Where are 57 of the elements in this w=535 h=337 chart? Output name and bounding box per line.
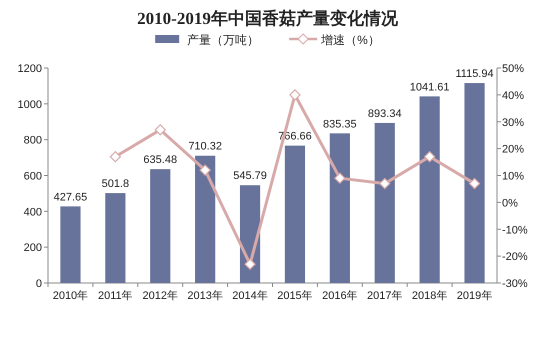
point [200,164,211,176]
data-label: 427.65 [54,191,88,204]
y2-tick-label: -10% [502,224,528,236]
data-label: 545.79 [233,170,267,182]
x-tick-label: 2012年 [142,290,178,302]
x-tick-label: 2014年 [232,290,268,302]
point [379,178,390,190]
y2-tick-label: 10% [502,170,524,182]
data-label: 1115.94 [455,68,494,80]
data-label: 893.34 [368,108,402,120]
y2-tick-label: -20% [502,251,528,264]
y2-tick-label: 50% [502,63,524,75]
point [154,124,166,136]
point [334,172,346,184]
legend-label: 产量（万吨） [187,33,260,47]
x-tick-label: 2016年 [322,290,358,302]
point [424,151,436,162]
data-label: 501.8 [102,178,130,190]
y-tick-label: 0 [36,278,42,290]
data-label: 635.48 [143,154,178,166]
y2-tick-label: 30% [502,116,524,129]
y2-tick-label: 20% [502,144,524,156]
chart-title: 2010-2019年中国香菇产量变化情况 [137,9,399,28]
point [289,89,301,100]
data-label: 835.35 [323,118,357,130]
y2-tick-label: -30% [502,278,528,290]
y-tick-label: 800 [24,134,42,147]
bar [464,83,485,283]
bar [284,146,306,283]
x-tick-label: 2010年 [52,290,88,302]
y-tick-label: 400 [24,206,42,218]
x-tick-label: 2019年 [456,290,492,302]
x-tick-label: 2011年 [98,290,133,302]
bar [374,122,395,283]
point [110,151,121,162]
bar [60,206,81,283]
x-tick-label: 2015年 [277,290,313,302]
point [244,258,256,270]
bar [195,156,216,283]
y2-tick-label: 40% [502,90,524,102]
legend-label: 增速（%） [320,33,380,47]
bar [420,96,440,283]
bar [150,169,170,283]
data-label: 1041.61 [410,81,450,94]
data-label: 766.66 [278,130,312,143]
y-tick-label: 1200 [18,63,42,75]
y-tick-label: 200 [24,242,42,254]
data-label: 710.32 [188,140,222,153]
point [468,178,480,190]
x-tick-label: 2013年 [187,290,223,302]
y2-tick-label: 0% [502,197,518,210]
x-tick-label: 2018年 [412,290,448,302]
y-tick-label: 1000 [18,98,42,111]
x-tick-label: 2017年 [367,290,402,302]
bar [105,193,126,283]
y-tick-label: 600 [24,170,42,182]
bar [330,133,350,283]
